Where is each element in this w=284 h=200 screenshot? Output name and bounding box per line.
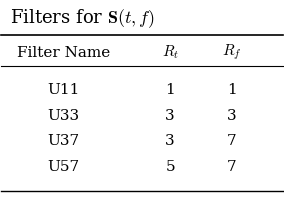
Text: $R_f$: $R_f$ <box>222 43 242 62</box>
Text: U33: U33 <box>47 109 79 123</box>
Text: U11: U11 <box>47 83 80 97</box>
Text: U37: U37 <box>47 134 79 148</box>
Text: 1: 1 <box>165 83 175 97</box>
Text: Filter Name: Filter Name <box>17 46 110 60</box>
Text: 5: 5 <box>165 160 175 174</box>
Text: 7: 7 <box>227 134 237 148</box>
Text: 3: 3 <box>165 134 175 148</box>
Text: $R_t$: $R_t$ <box>162 44 179 61</box>
Text: 7: 7 <box>227 160 237 174</box>
Text: 3: 3 <box>165 109 175 123</box>
Text: Filters for $\mathbf{S}(t, f)$: Filters for $\mathbf{S}(t, f)$ <box>10 8 155 30</box>
Text: 1: 1 <box>227 83 237 97</box>
Text: 3: 3 <box>227 109 237 123</box>
Text: U57: U57 <box>47 160 79 174</box>
